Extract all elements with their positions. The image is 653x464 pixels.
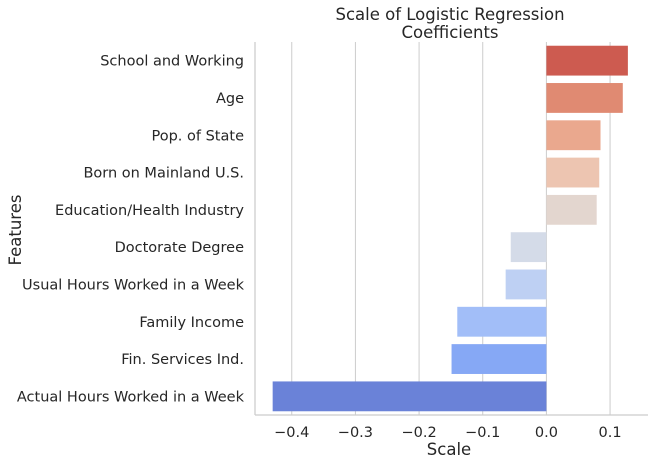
y-tick-label: Born on Mainland U.S. — [83, 166, 244, 182]
x-tick-label: −0.4 — [274, 425, 309, 441]
bar — [546, 194, 597, 225]
chart-title-line-1: Scale of Logistic Regression — [335, 5, 564, 24]
x-tick-labels: −0.4 −0.3 −0.2 −0.1 0.0 0.1 — [274, 425, 621, 441]
bar — [272, 381, 547, 412]
x-tick-label: 0.0 — [535, 425, 558, 441]
y-tick-label: Education/Health Industry — [55, 203, 244, 219]
bar — [510, 232, 547, 263]
chart-title-line-2: Coefficients — [401, 23, 498, 42]
x-tick-label: 0.1 — [599, 425, 622, 441]
x-tick-label: −0.2 — [401, 425, 436, 441]
y-tick-label: Age — [216, 91, 244, 107]
y-tick-label: Family Income — [139, 315, 244, 331]
bar — [457, 306, 547, 337]
y-tick-label: Fin. Services Ind. — [121, 352, 244, 368]
bar — [546, 83, 623, 113]
y-tick-label: Doctorate Degree — [115, 240, 244, 256]
bar — [546, 157, 600, 188]
x-tick-label: −0.3 — [338, 425, 373, 441]
bar — [546, 45, 628, 76]
y-tick-label: Pop. of State — [152, 128, 245, 144]
x-tick-label: −0.1 — [465, 425, 500, 441]
y-axis-label: Features — [6, 195, 25, 266]
y-tick-labels: School and Working Age Pop. of State Born o… — [17, 54, 245, 406]
y-tick-label: Actual Hours Worked in a Week — [17, 389, 245, 405]
bars — [272, 45, 628, 412]
y-tick-label: Usual Hours Worked in a Week — [22, 277, 245, 293]
bar — [451, 344, 547, 374]
bar — [546, 120, 601, 151]
x-axis-label: Scale — [427, 440, 471, 459]
y-tick-label: School and Working — [100, 54, 244, 70]
bar — [505, 269, 547, 300]
